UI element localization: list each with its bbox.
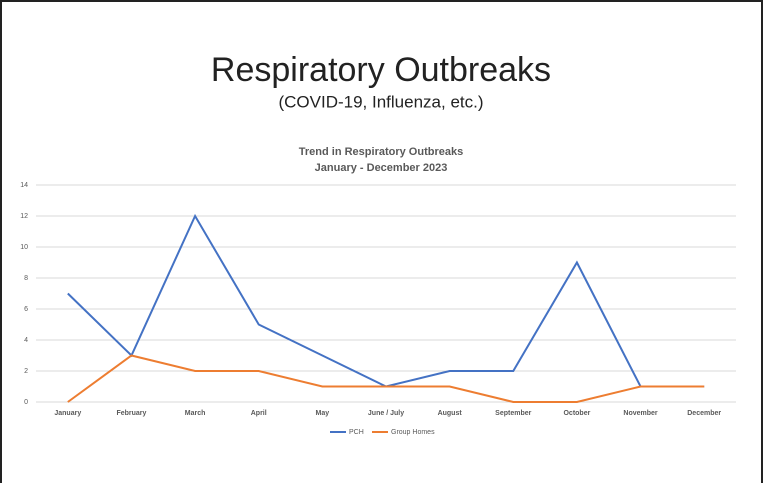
y-tick-label: 8 (24, 275, 28, 282)
x-tick-label: March (185, 410, 206, 417)
x-tick-label: November (623, 410, 658, 417)
slide-subtitle: (COVID-19, Influenza, etc.) (278, 92, 483, 111)
chart-title: Trend in Respiratory Outbreaks (299, 146, 463, 158)
series-line (67, 213, 705, 388)
x-tick-label: December (687, 410, 721, 417)
series-line (67, 354, 705, 403)
x-tick-label: April (251, 410, 267, 417)
legend-label: PCH (349, 429, 364, 436)
y-tick-label: 4 (24, 337, 28, 344)
y-tick-label: 12 (20, 213, 28, 220)
x-tick-label: June / July (368, 410, 404, 417)
x-tick-label: October (563, 410, 590, 417)
y-tick-label: 0 (24, 399, 28, 406)
legend-label: Group Homes (391, 429, 435, 436)
chart-subtitle: January - December 2023 (315, 162, 448, 174)
x-tick-label: February (116, 410, 146, 417)
y-tick-label: 14 (20, 182, 28, 189)
x-tick-label: August (438, 410, 463, 417)
y-tick-label: 2 (24, 368, 28, 375)
x-tick-label: September (495, 410, 531, 417)
x-tick-label: January (54, 410, 81, 417)
x-tick-label: May (316, 410, 330, 417)
y-tick-label: 10 (20, 244, 28, 251)
y-tick-label: 6 (24, 306, 28, 313)
slide-title: Respiratory Outbreaks (211, 51, 551, 89)
